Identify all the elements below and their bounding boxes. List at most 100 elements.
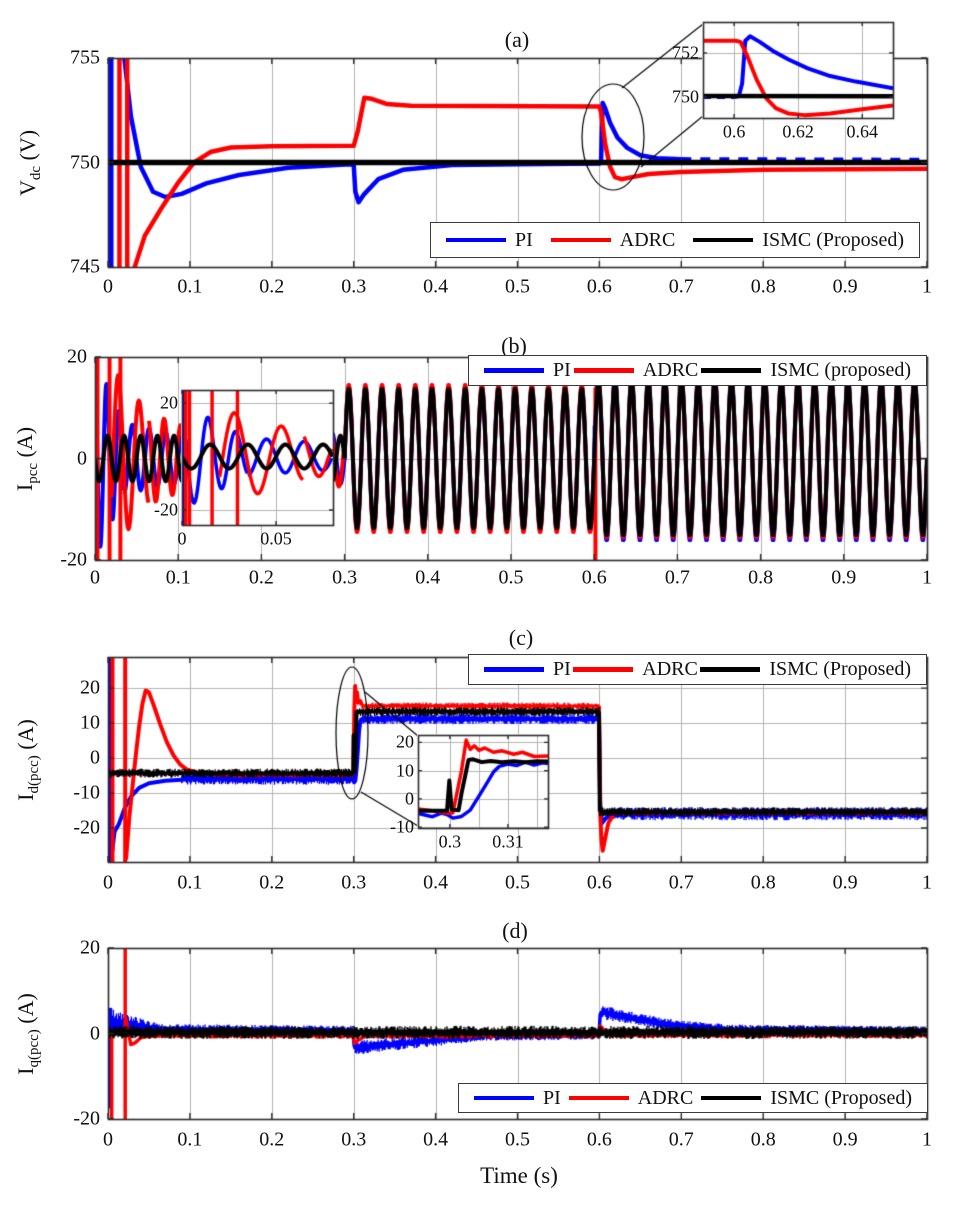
legend-b: PI ADRC ISMC (proposed) [468, 355, 927, 386]
legend-entry: PI [484, 658, 571, 681]
tick-label: 20 [396, 731, 414, 752]
tick-label: 0 [77, 447, 87, 469]
tick-label: 20 [80, 936, 100, 959]
tick-label: -10 [73, 781, 100, 804]
tick-label: 0.1 [165, 566, 191, 589]
tick-label: -20 [154, 499, 178, 520]
tick-label: 0.4 [423, 275, 449, 298]
legend-entry: ADRC [568, 1086, 694, 1110]
legend-label: ADRC [642, 658, 698, 680]
legend-label: ADRC [619, 228, 676, 251]
legend-label: ISMC (Proposed) [770, 1086, 912, 1109]
legend-entry: ISMC (Proposed) [701, 1087, 912, 1110]
tick-label: -20 [60, 548, 87, 571]
legend-d: PI ADRC ISMC (Proposed) [458, 1083, 928, 1113]
tick-label: 0.8 [748, 566, 774, 589]
legend-label: ADRC [642, 359, 699, 381]
tick-label: 752 [672, 42, 699, 63]
tick-label: 0.7 [668, 275, 694, 298]
tick-label: 0.2 [259, 1128, 285, 1151]
tick-label: 0.7 [668, 871, 694, 894]
tick-label: 0.7 [664, 566, 690, 589]
tick-label: 745 [70, 255, 100, 278]
tick-label: 20 [67, 345, 87, 368]
tick-label: 0 [103, 275, 113, 298]
tick-label: 0.6 [581, 566, 607, 589]
tick-label: 0.8 [750, 275, 776, 298]
ismc-line-sample [701, 368, 762, 373]
pi-line-sample [484, 368, 544, 373]
legend-label: ISMC (proposed) [770, 359, 911, 381]
tick-label: 0.2 [248, 566, 274, 589]
legend-entry: ISMC (proposed) [701, 359, 911, 382]
tick-label: 0.1 [177, 871, 203, 894]
tick-label: 0.5 [505, 275, 530, 298]
ismc-line-sample [693, 237, 754, 243]
tick-label: -20 [73, 1107, 100, 1130]
tick-label: 0.9 [832, 275, 858, 298]
pi-line-sample [484, 667, 544, 672]
tick-label: 1 [922, 1128, 932, 1151]
tick-label: 10 [80, 711, 100, 734]
subplot-d-title: (d) [502, 918, 528, 943]
legend-label: ISMC (Proposed) [769, 658, 911, 680]
tick-label: 0.3 [341, 275, 367, 298]
tick-label: 0.1 [177, 275, 203, 298]
legend-entry: ADRC [550, 228, 676, 252]
pi-line-sample [446, 237, 506, 243]
legend-entry: ADRC [573, 359, 699, 382]
tick-label: 0.7 [668, 1128, 694, 1151]
tick-label: 0.3 [332, 566, 358, 589]
legend-entry: ADRC [573, 658, 698, 681]
tick-label: 0.62 [782, 121, 814, 142]
tick-label: 0.5 [498, 566, 524, 589]
legend-entry: PI [484, 359, 571, 382]
legend-label: PI [515, 228, 533, 251]
tick-label: 0.4 [415, 566, 441, 589]
tick-label: 0.8 [750, 1128, 776, 1151]
tick-label: 0.2 [259, 275, 285, 298]
tick-label: 1 [922, 275, 932, 298]
tick-label: 0 [90, 746, 100, 769]
tick-label: 750 [70, 151, 100, 173]
legend-c: PI ADRC ISMC (Proposed) [468, 654, 927, 685]
legend-entry: PI [474, 1087, 561, 1110]
tick-label: 0 [90, 566, 100, 589]
subplot-a-title: (a) [504, 27, 530, 52]
legend-label: ADRC [637, 1086, 694, 1109]
subplot-c-title: (c) [508, 625, 534, 650]
legend-entry: ISMC (Proposed) [693, 229, 904, 252]
tick-label: 1 [922, 871, 932, 894]
x-axis-label-time: Time (s) [480, 1163, 558, 1188]
tick-label: 0.9 [832, 871, 858, 894]
tick-label: 0 [103, 1128, 113, 1151]
adrc-line-sample [573, 368, 634, 373]
ismc-line-sample [700, 667, 761, 672]
tick-label: 0 [405, 788, 414, 809]
legend-label: PI [553, 359, 571, 381]
tick-label: 0 [177, 528, 187, 549]
tick-label: 0.4 [423, 871, 449, 894]
tick-label: 0.6 [586, 871, 612, 894]
legend-entry: ISMC (Proposed) [700, 658, 911, 681]
tick-label: 1 [922, 566, 932, 589]
legend-label: PI [553, 658, 571, 680]
tick-label: 0.9 [832, 1128, 858, 1151]
tick-label: 0.64 [846, 121, 878, 142]
adrc-line-sample [550, 237, 611, 243]
tick-label: 0.8 [750, 871, 776, 894]
legend-entry: PI [446, 229, 533, 252]
adrc-line-sample [573, 667, 634, 672]
tick-label: 0.4 [423, 1128, 449, 1151]
tick-label: 0.1 [177, 1128, 203, 1151]
tick-label: 755 [70, 46, 100, 69]
tick-label: 0.9 [831, 566, 857, 589]
tick-label: 0.3 [341, 1128, 367, 1151]
tick-label: 20 [80, 676, 100, 699]
subplot-b-title: (b) [501, 333, 527, 358]
ismc-line-sample [701, 1095, 762, 1101]
tick-label: 20 [160, 392, 178, 413]
tick-label: 0.05 [260, 528, 292, 549]
